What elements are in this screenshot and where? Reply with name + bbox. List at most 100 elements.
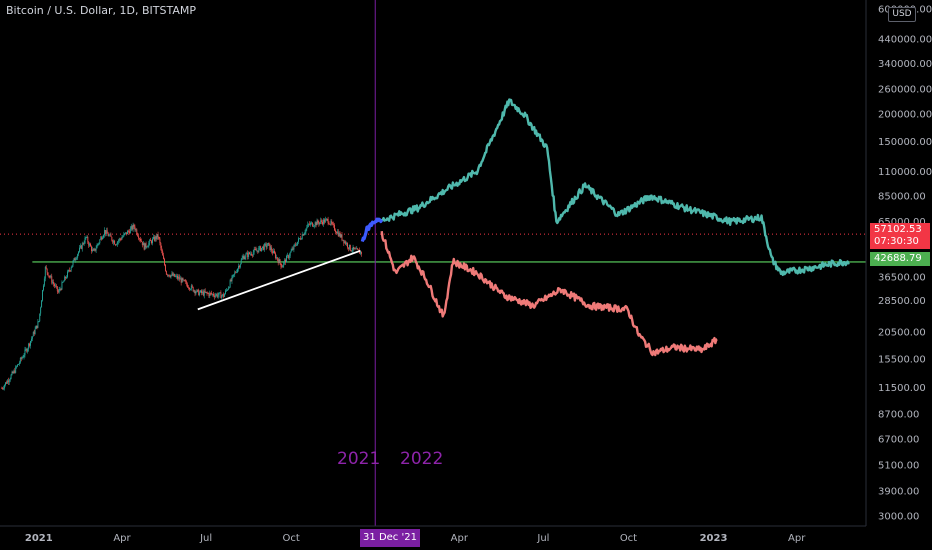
candle-body	[189, 289, 191, 291]
candle-body	[110, 234, 112, 237]
candle-body	[114, 240, 116, 245]
candle-body	[202, 291, 204, 296]
candle-body	[190, 285, 192, 290]
candle-body	[249, 252, 250, 255]
candle-body	[313, 225, 315, 227]
candle-body	[183, 279, 185, 281]
candle-body	[354, 248, 356, 250]
candle-body	[138, 236, 140, 239]
candle-body	[302, 234, 304, 236]
candle-body	[246, 252, 248, 255]
candle-body	[134, 226, 136, 231]
price-tick-label: 260000.00	[878, 85, 932, 96]
candle-body	[180, 278, 182, 283]
candle-body	[1, 388, 3, 390]
candle-body	[297, 241, 299, 246]
candle-body	[162, 251, 164, 256]
candle-body	[250, 253, 251, 255]
candle-body	[185, 281, 187, 283]
trend-line	[197, 249, 361, 311]
candle-body	[296, 245, 298, 247]
candle-body	[116, 241, 118, 245]
candle-body	[139, 238, 141, 240]
candle-body	[87, 236, 89, 243]
candle-body	[235, 272, 237, 274]
candle-body	[213, 295, 215, 297]
candle-body	[335, 232, 337, 234]
candle-body	[279, 259, 281, 264]
price-tick-label: 85000.00	[878, 192, 926, 203]
candle-body	[223, 294, 225, 297]
time-tick-label: Oct	[282, 533, 299, 544]
time-tick-label: Apr	[451, 533, 469, 544]
candle-body	[46, 268, 48, 273]
candle-body	[124, 233, 126, 235]
candle-body	[102, 237, 104, 240]
candle-body	[281, 266, 283, 268]
price-tick-label: 3900.00	[878, 486, 919, 497]
candle-body	[4, 385, 6, 389]
candle-body	[97, 243, 99, 245]
candle-body	[273, 250, 275, 254]
candle-body	[83, 243, 85, 245]
candle-body	[129, 228, 131, 234]
candle-body	[53, 282, 55, 285]
candle-body	[341, 234, 343, 241]
candle-body	[154, 236, 156, 241]
currency-badge[interactable]: USD	[888, 7, 916, 22]
candle-body	[62, 282, 64, 283]
candle-body	[240, 259, 242, 264]
candle-body	[33, 331, 35, 334]
candle-body	[67, 270, 69, 272]
candle-body	[322, 221, 324, 225]
candle-body	[236, 272, 238, 273]
candle-body	[11, 371, 13, 375]
candle-body	[80, 245, 82, 249]
candle-body	[120, 239, 122, 240]
candle-body	[244, 257, 246, 260]
candle-body	[192, 286, 194, 292]
candle-body	[103, 235, 104, 238]
candle-body	[215, 294, 217, 296]
candle-body	[262, 246, 264, 250]
candle-body	[359, 251, 361, 254]
candle-body	[314, 222, 316, 226]
candle-body	[308, 223, 310, 225]
candle-body	[169, 276, 171, 278]
time-tick-label: Apr	[113, 533, 131, 544]
candle-body	[264, 243, 266, 245]
candle-body	[58, 289, 60, 293]
candle-body	[112, 240, 114, 243]
candle-body	[349, 244, 351, 251]
price-tick-label: 5100.00	[878, 461, 919, 472]
candle-body	[89, 243, 91, 246]
candle-body	[289, 252, 291, 256]
candle-body	[184, 279, 186, 282]
candle-body	[352, 246, 354, 251]
candle-body	[127, 230, 128, 235]
candle-body	[144, 243, 146, 250]
candle-body	[266, 245, 268, 248]
candle-body	[268, 242, 270, 244]
candle-body	[92, 249, 94, 251]
candle-body	[284, 259, 286, 262]
candle-body	[36, 325, 38, 328]
candle-body	[157, 234, 159, 238]
current-price-tag: 57102.53 07:30:30	[870, 223, 930, 249]
candle-body	[345, 241, 347, 245]
candle-body	[73, 258, 75, 262]
candle-body	[344, 241, 346, 244]
candle-body	[220, 292, 222, 299]
candle-body	[274, 253, 276, 259]
price-tick-label: 440000.00	[878, 34, 932, 45]
candle-body	[360, 251, 362, 255]
level-price-tag: 42688.79	[870, 252, 930, 266]
candle-body	[213, 293, 214, 296]
candle-body	[52, 282, 54, 283]
candle-body	[22, 357, 24, 358]
candle-body	[278, 259, 280, 264]
candle-body	[293, 245, 295, 250]
candle-body	[107, 233, 109, 237]
candle-body	[355, 248, 357, 250]
